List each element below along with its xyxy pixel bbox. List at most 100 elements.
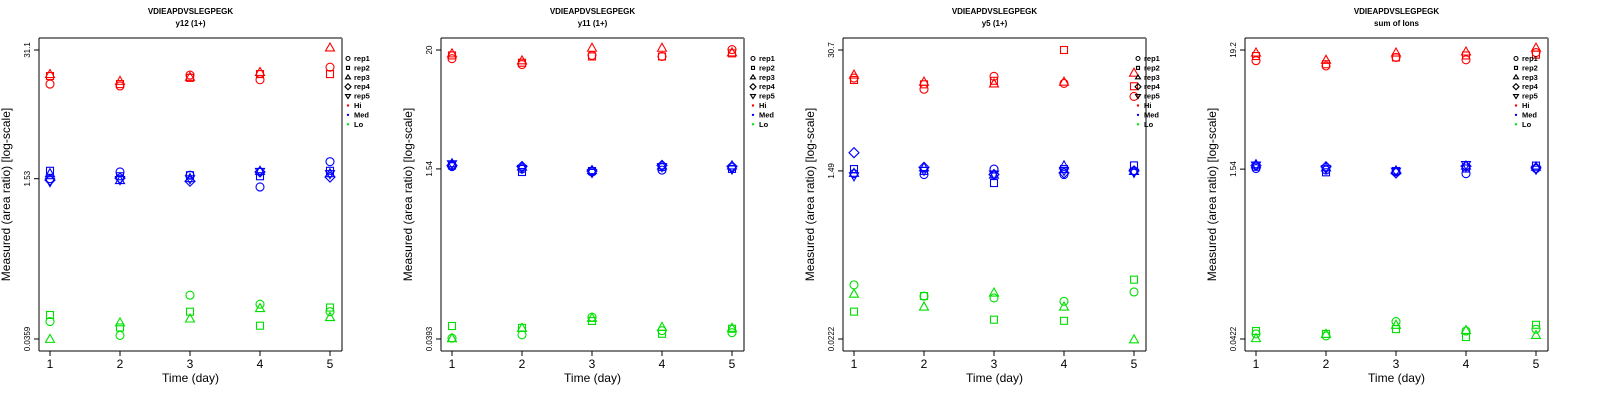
data-point: [115, 81, 125, 91]
legend-label: Lo: [1522, 120, 1532, 129]
data-point: [1391, 53, 1401, 62]
x-tick-label: 4: [257, 357, 264, 371]
x-tick-label: 3: [589, 357, 596, 371]
legend-label: rep5: [1522, 92, 1538, 101]
data-point: [988, 77, 1000, 88]
data-points: [1250, 41, 1542, 343]
data-point: [988, 286, 1000, 297]
y-tick-label: 19.2: [1229, 42, 1238, 58]
y-tick-label: 1.54: [1229, 161, 1238, 177]
data-point: [1250, 158, 1262, 169]
data-point: [1321, 331, 1331, 341]
data-point: [1128, 165, 1140, 175]
series-lo-rep3: [1250, 319, 1542, 343]
legend-dot-med: [1136, 113, 1140, 117]
legend-label: Lo: [354, 120, 364, 129]
legend-label: rep1: [1144, 54, 1160, 63]
data-point: [446, 332, 458, 343]
data-point: [726, 322, 738, 332]
data-point: [184, 175, 196, 185]
data-point: [255, 75, 265, 85]
series-lo-rep1: [45, 290, 335, 341]
chart-title: VDIEAPDVSLEGPEGK: [550, 7, 636, 16]
data-point: [1129, 287, 1139, 297]
legend-label: rep3: [354, 73, 370, 82]
chart-title: VDIEAPDVSLEGPEGK: [148, 7, 234, 16]
data-point: [517, 330, 527, 340]
data-point: [587, 52, 597, 61]
series-hi-rep3: [848, 67, 1140, 88]
y-axis-label: Measured (area ratio) [log-scale]: [803, 108, 817, 281]
series-lo-rep3: [446, 312, 738, 343]
legend-symbol-rep3: [1134, 73, 1142, 80]
x-tick-label: 1: [47, 357, 54, 371]
x-tick-label: 4: [659, 357, 666, 371]
data-point: [254, 165, 266, 175]
data-point: [1390, 319, 1402, 329]
legend-symbol-rep2: [345, 65, 351, 70]
legend-label: rep2: [354, 63, 370, 72]
data-point: [254, 167, 266, 178]
data-point: [516, 54, 528, 65]
data-points: [44, 41, 336, 343]
x-tick-label: 5: [1533, 357, 1540, 371]
x-tick-label: 3: [1393, 357, 1400, 371]
x-tick-label: 5: [729, 357, 736, 371]
legend-label: Hi: [354, 101, 362, 110]
data-point: [918, 161, 930, 174]
legend-label: Hi: [1144, 101, 1152, 110]
series-med-rep5: [1250, 160, 1542, 178]
legend-label: rep2: [1144, 63, 1160, 72]
data-point: [1250, 161, 1262, 172]
data-point: [1461, 55, 1471, 65]
y-tick-label: 0.0422: [1229, 326, 1238, 351]
series-lo-rep2: [45, 303, 335, 332]
x-tick-label: 3: [991, 357, 998, 371]
data-point: [848, 146, 860, 159]
legend-dot-med: [751, 113, 755, 117]
data-point: [1320, 161, 1332, 172]
data-point: [44, 333, 56, 343]
chart-title: VDIEAPDVSLEGPEGK: [1354, 7, 1440, 16]
data-point: [989, 315, 999, 324]
data-point: [114, 316, 126, 327]
legend-symbol-rep4: [344, 82, 352, 91]
data-point: [1129, 275, 1139, 284]
y-tick-label: 31.1: [23, 42, 32, 58]
data-point: [657, 52, 667, 61]
data-point: [726, 165, 738, 176]
legend-label: rep5: [1144, 92, 1160, 101]
y-tick-label: 1.53: [23, 170, 32, 186]
x-axis-label: Time (day): [564, 371, 621, 385]
data-point: [1128, 67, 1140, 77]
data-point: [1530, 329, 1542, 339]
series-lo-rep3: [44, 302, 336, 343]
data-point: [255, 321, 265, 330]
data-point: [45, 317, 55, 327]
series-lo-rep2: [849, 275, 1139, 325]
plot-svg: VDIEAPDVSLEGPEGK y12 (1+) 31.1 1.53 0.0359 1 2…: [0, 7, 371, 385]
data-point: [1530, 41, 1542, 52]
data-point: [1390, 46, 1402, 57]
data-point: [325, 307, 335, 317]
legend-label: Med: [1522, 110, 1537, 119]
legend-symbol-rep5: [344, 94, 352, 100]
data-point: [185, 307, 195, 316]
data-point: [849, 280, 859, 290]
data-point: [45, 310, 55, 320]
chart-subtitle: y12 (1+): [175, 19, 205, 28]
series-hi-rep1: [45, 62, 335, 91]
data-point: [656, 321, 668, 331]
data-point: [44, 68, 56, 79]
data-point: [586, 168, 598, 179]
data-point: [1460, 160, 1472, 171]
data-point: [45, 166, 55, 175]
legend-label: Med: [759, 110, 774, 119]
data-point: [1129, 91, 1139, 102]
data-point: [1058, 166, 1070, 177]
series-hi-rep3: [1250, 41, 1542, 64]
data-point: [656, 163, 668, 173]
data-point: [989, 76, 999, 85]
legend-symbol-rep3: [749, 73, 757, 80]
